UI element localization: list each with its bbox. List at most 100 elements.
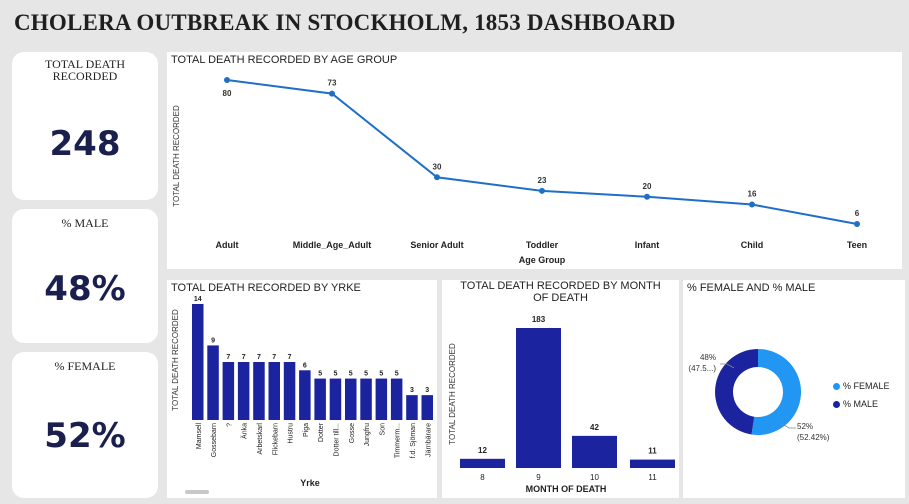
- legend-female-label: % FEMALE: [843, 381, 890, 391]
- yrke-data-label-14: 3: [410, 387, 414, 394]
- dashboard-title: CHOLERA OUTBREAK IN STOCKHOLM, 1853 DASH…: [14, 10, 676, 35]
- age-data-label-4: 20: [643, 182, 652, 191]
- month-tick-label-3: 11: [648, 473, 657, 482]
- yrke-data-label-11: 5: [364, 371, 368, 378]
- yrke-data-label-12: 5: [379, 371, 383, 378]
- age-point-3: [539, 187, 545, 194]
- yrke-bar-12: [375, 378, 388, 420]
- yrke-data-label-5: 7: [272, 354, 276, 361]
- yrke-tick-label-8: Dotter: [318, 422, 325, 442]
- month-x-axis-title: MONTH OF DEATH: [526, 484, 607, 494]
- age-tick-label-1: Middle_Age_Adult: [293, 240, 372, 250]
- month-bar-3: [630, 459, 675, 468]
- age-y-axis-title: TOTAL DEATH RECORDED: [172, 105, 181, 207]
- yrke-tick-label-11: Jungfru: [364, 423, 371, 446]
- yrke-bar-14: [406, 395, 418, 420]
- kpi-male-label: % MALE: [61, 216, 109, 230]
- gender-donut-panel[interactable]: % FEMALE AND % MALE 52% (52.42%) 48% (47.5.…: [683, 280, 905, 498]
- month-data-label-3: 11: [648, 447, 657, 456]
- yrke-bar-5: [268, 362, 280, 420]
- donut-label-male: 48%: [700, 353, 716, 362]
- kpi-female-value: 52%: [44, 416, 126, 456]
- yrke-data-label-9: 5: [333, 371, 337, 378]
- yrke-tick-label-14: f.d. Sjöman: [410, 423, 417, 459]
- age-group-chart-title: TOTAL DEATH RECORDED BY AGE GROUP: [171, 54, 398, 66]
- month-tick-label-0: 8: [480, 473, 485, 482]
- yrke-chart-panel[interactable]: TOTAL DEATH RECORDED BY YRKE 14 Mamsell 9 G…: [167, 280, 437, 498]
- age-tick-label-6: Teen: [847, 240, 867, 250]
- age-data-label-6: 6: [855, 209, 860, 218]
- age-data-label-0: 80: [223, 89, 232, 98]
- donut-sublabel-male: (47.5...): [688, 364, 716, 373]
- yrke-tick-label-15: Järnbärare: [425, 423, 432, 457]
- donut-leader-male: [720, 363, 735, 369]
- yrke-bar-1: [207, 345, 219, 420]
- age-data-label-3: 23: [538, 176, 547, 185]
- yrke-bar-10: [345, 378, 357, 420]
- yrke-bar-13: [390, 378, 403, 420]
- age-tick-label-3: Toddler: [526, 240, 559, 250]
- yrke-data-label-6: 7: [288, 354, 292, 361]
- donut-leader-female: [780, 422, 796, 429]
- yrke-data-label-13: 5: [395, 371, 399, 378]
- donut-slice-female: [751, 349, 802, 435]
- yrke-data-label-3: 7: [242, 354, 246, 361]
- yrke-x-axis-title: Yrke: [300, 478, 320, 488]
- legend-item-male[interactable]: % MALE: [833, 399, 878, 409]
- month-bar-1: [516, 328, 561, 468]
- age-point-0: [224, 77, 230, 83]
- age-data-label-5: 16: [748, 190, 757, 199]
- age-series-line: [226, 79, 858, 225]
- month-bar-chart: 12 8 183 9 42 10 11 11 MONTH OF DEATH TOTAL DEATH…: [448, 315, 675, 494]
- yrke-tick-label-9: Dotter till...: [333, 423, 340, 457]
- age-x-axis-title: Age Group: [519, 255, 566, 265]
- yrke-bar-0: [192, 304, 204, 420]
- month-tick-label-2: 10: [590, 473, 599, 482]
- age-tick-label-5: Child: [741, 240, 764, 250]
- kpi-total-deaths-label: TOTAL DEATH RECORDED: [44, 57, 126, 83]
- legend-female-swatch: [833, 382, 840, 390]
- month-tick-label-1: 9: [536, 473, 541, 482]
- yrke-bar-15: [421, 395, 433, 420]
- yrke-tick-label-12: Son: [379, 423, 386, 436]
- kpi-male-card: % MALE 48%: [12, 209, 158, 343]
- age-tick-label-0: Adult: [216, 240, 239, 250]
- age-point-2: [434, 174, 440, 181]
- yrke-bar-7: [299, 370, 311, 420]
- month-data-label-2: 42: [590, 423, 599, 432]
- age-point-1: [329, 90, 335, 97]
- yrke-data-label-15: 3: [425, 387, 429, 394]
- yrke-tick-label-0: Mamsell: [196, 423, 203, 450]
- yrke-bar-chart: 14 Mamsell 9 Gossebarn 7? 7 Änka 7 Arbetskarl 7 Fl…: [171, 296, 433, 488]
- yrke-y-axis-title: TOTAL DEATH RECORDED: [171, 309, 180, 411]
- legend-male-swatch: [833, 400, 840, 408]
- month-y-axis-title: TOTAL DEATH RECORDED: [448, 343, 457, 445]
- age-tick-label-2: Senior Adult: [410, 240, 463, 250]
- yrke-bar-6: [283, 362, 296, 420]
- month-chart-panel[interactable]: TOTAL DEATH RECORDED BY MONTH OF DEATH 1…: [442, 280, 679, 498]
- yrke-bar-4: [253, 362, 265, 420]
- yrke-data-label-2: 7: [226, 354, 230, 361]
- month-data-label-0: 12: [478, 446, 487, 455]
- yrke-bar-3: [237, 362, 250, 420]
- kpi-female-card: % FEMALE 52%: [12, 352, 158, 498]
- kpi-female-label: % FEMALE: [54, 359, 116, 373]
- age-point-5: [749, 201, 755, 208]
- yrke-tick-label-3: Änka: [241, 423, 249, 439]
- gender-donut-chart: 52% (52.42%) 48% (47.5...): [688, 349, 830, 442]
- month-bar-2: [572, 435, 617, 468]
- yrke-data-label-8: 5: [318, 371, 322, 378]
- legend-item-female[interactable]: % FEMALE: [833, 381, 890, 391]
- yrke-data-label-1: 9: [211, 337, 215, 344]
- yrke-bar-11: [360, 378, 372, 420]
- yrke-tick-label-2: ?: [226, 423, 233, 427]
- yrke-chart-title: TOTAL DEATH RECORDED BY YRKE: [171, 282, 361, 294]
- kpi-male-value: 48%: [44, 269, 126, 309]
- yrke-horizontal-scrollbar[interactable]: [185, 490, 209, 494]
- yrke-data-label-4: 7: [257, 354, 261, 361]
- month-chart-title: TOTAL DEATH RECORDED BY MONTH OF DEATH: [460, 280, 661, 304]
- month-bar-0: [460, 458, 505, 468]
- age-group-chart-panel[interactable]: TOTAL DEATH RECORDED BY AGE GROUP 80 Adul…: [167, 52, 902, 269]
- yrke-data-label-7: 6: [303, 362, 307, 369]
- donut-label-female: 52%: [797, 422, 813, 431]
